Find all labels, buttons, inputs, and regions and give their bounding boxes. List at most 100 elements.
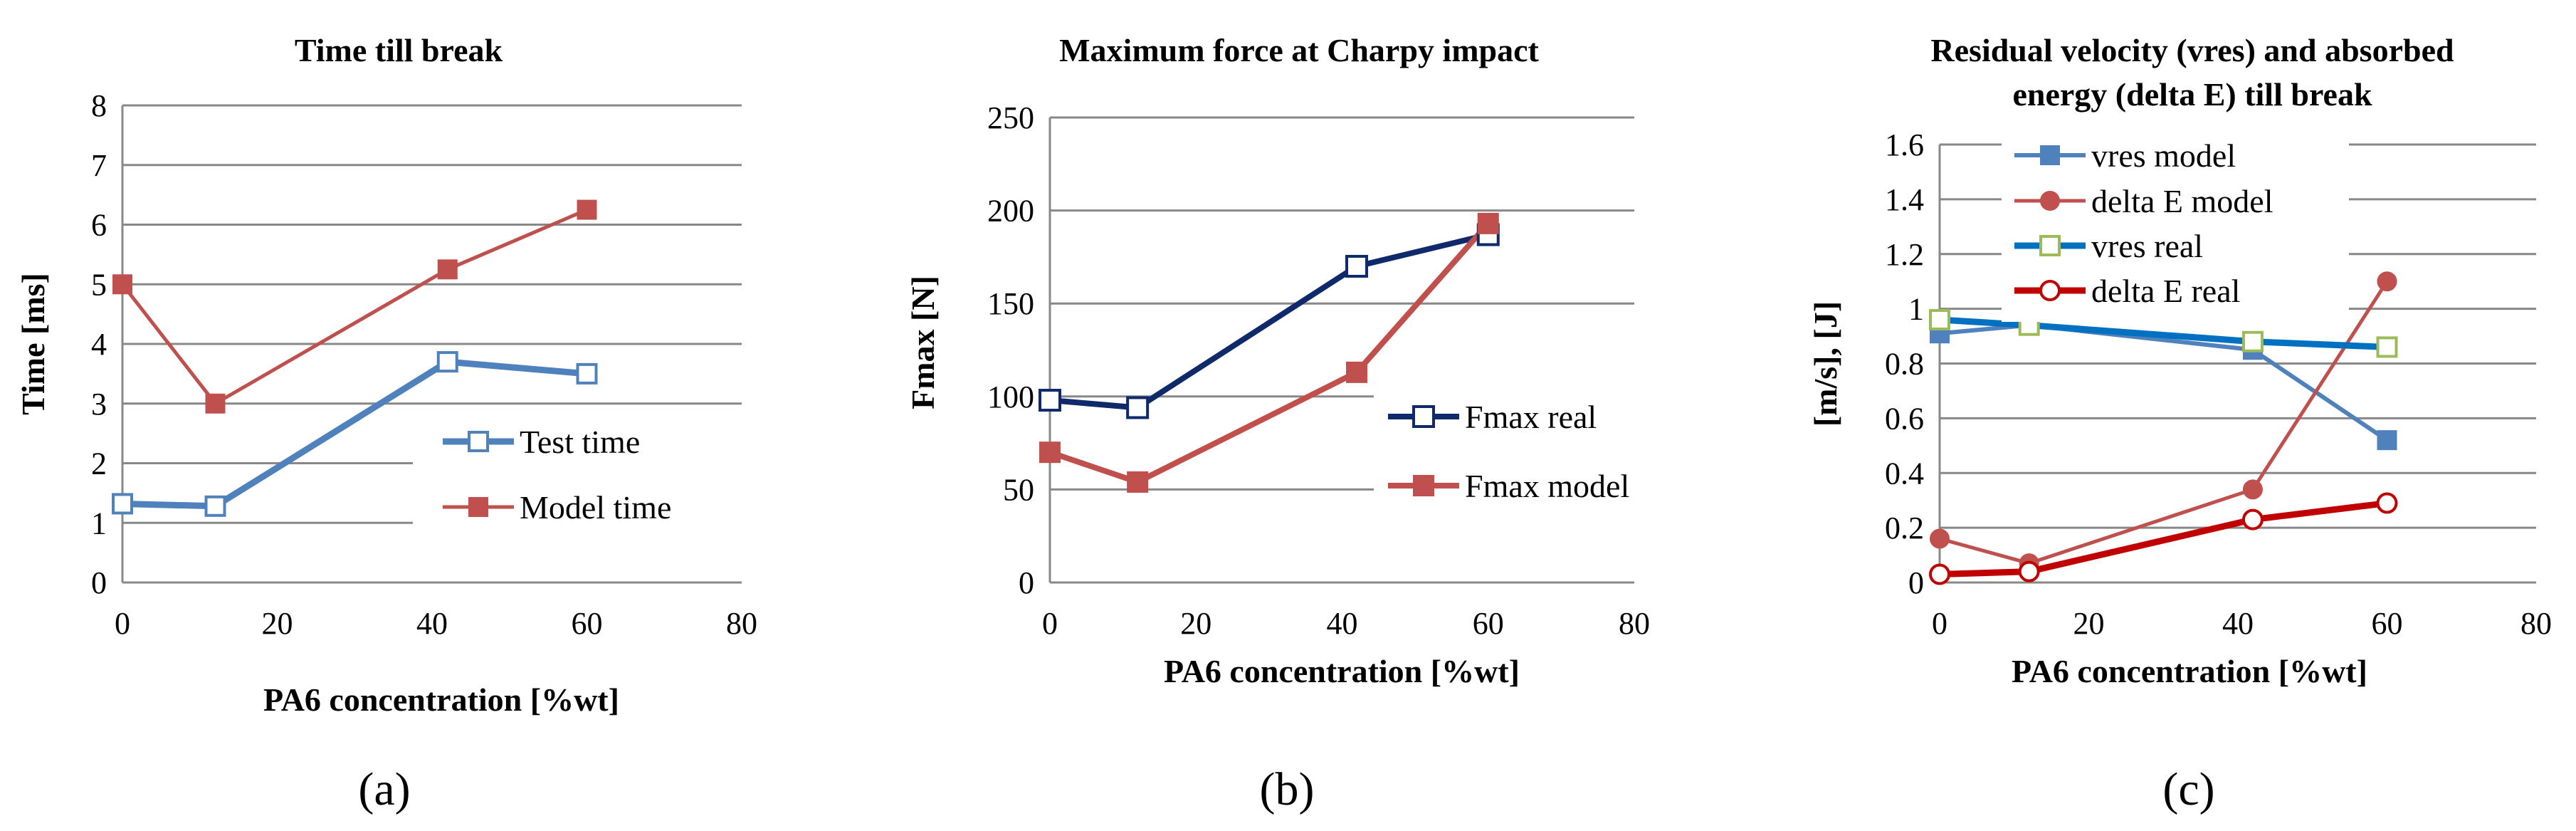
hollow-square-marker <box>1126 396 1150 419</box>
panel-label: (b) <box>1260 763 1315 815</box>
y-tick-label: 150 <box>987 286 1034 321</box>
hollow-circle-marker <box>2241 508 2264 531</box>
hollow-square-marker <box>2241 330 2264 352</box>
filled-square-marker <box>1413 475 1434 496</box>
hollow-circle-marker <box>2376 492 2398 514</box>
filled-square-marker <box>1039 441 1061 464</box>
y-tick-label: 200 <box>987 194 1034 229</box>
chart-panel-b: Maximum force at Charpy impact 0 50 100 150 2… <box>905 32 1673 815</box>
x-tick-label: 80 <box>2520 606 2552 641</box>
y-tick-label: 2 <box>91 446 107 481</box>
y-tick-label: 0 <box>91 565 107 600</box>
filled-circle-marker <box>2377 271 2397 292</box>
x-tick-label: 0 <box>1932 606 1947 641</box>
filled-square-marker <box>205 393 226 414</box>
x-tick-label: 40 <box>1327 606 1358 641</box>
series-line-model-time <box>121 208 588 406</box>
x-tick-label: 80 <box>1619 606 1650 641</box>
legend-label: delta E real <box>2091 273 2240 309</box>
series-line-fmax-real <box>1049 231 1489 411</box>
x-tick-label: 60 <box>2372 606 2403 641</box>
y-axis-label: Fmax [N] <box>905 276 941 409</box>
x-axis-label: PA6 concentration [%wt] <box>263 681 619 718</box>
hollow-square-marker <box>2376 336 2398 358</box>
chart-panel-c: Residual velocity (vres) and absorbed ene… <box>1807 32 2552 815</box>
x-tick-label: 60 <box>1473 606 1504 641</box>
x-axis-label: PA6 concentration [%wt] <box>1164 653 1520 689</box>
legend-label: Fmax real <box>1465 399 1597 435</box>
chart-title: energy (delta E) till break <box>2012 76 2372 113</box>
filled-square-marker <box>468 497 488 517</box>
legend-label: Test time <box>520 424 640 460</box>
hollow-square-marker <box>1039 389 1061 412</box>
y-tick-label: 0.2 <box>1885 511 1924 545</box>
y-tick-label: 1.2 <box>1885 237 1924 272</box>
legend-label: Fmax model <box>1465 468 1629 504</box>
filled-circle-marker <box>1930 528 1950 549</box>
filled-square-marker <box>2377 430 2397 451</box>
y-tick-label: 4 <box>91 327 107 362</box>
hollow-square-marker <box>1929 309 1950 330</box>
hollow-square-marker <box>576 362 598 385</box>
filled-square-marker <box>112 274 132 295</box>
filled-square-marker <box>1127 471 1149 493</box>
hollow-square-marker <box>2039 235 2061 256</box>
legend-label: Model time <box>520 489 671 526</box>
hollow-square-marker <box>468 431 489 452</box>
series-line-delta-e-real <box>1939 500 2388 577</box>
x-tick-label: 80 <box>726 606 757 641</box>
panel-label: (a) <box>358 763 410 815</box>
hollow-square-marker <box>1412 405 1435 428</box>
y-tick-label: 0.8 <box>1885 347 1924 382</box>
y-tick-label: 1.4 <box>1885 182 1924 217</box>
y-tick-label: 0.6 <box>1885 401 1924 436</box>
series-line-delta-e-model <box>1939 280 2389 565</box>
filled-square-marker <box>577 199 597 220</box>
hollow-square-marker <box>436 351 458 373</box>
series-line-vres-model <box>1939 323 2389 442</box>
legend-label: vres real <box>2091 228 2203 264</box>
legend-label: vres model <box>2091 137 2236 174</box>
x-tick-label: 20 <box>262 606 293 641</box>
y-tick-label: 1 <box>91 506 107 540</box>
y-axis-label: [m/s], [J] <box>1807 301 1844 427</box>
y-tick-label: 50 <box>1003 472 1034 507</box>
x-tick-label: 40 <box>2222 606 2254 641</box>
y-tick-label: 0 <box>1908 565 1924 600</box>
filled-circle-marker <box>2242 479 2263 500</box>
y-tick-label: 1 <box>1908 292 1924 327</box>
y-tick-label: 100 <box>987 380 1034 414</box>
hollow-square-marker <box>204 495 226 517</box>
filled-square-marker <box>437 259 458 280</box>
y-tick-label: 7 <box>91 148 107 183</box>
x-tick-label: 20 <box>2073 606 2105 641</box>
hollow-circle-marker <box>2039 280 2061 301</box>
chart-title: Residual velocity (vres) and absorbed <box>1930 32 2454 68</box>
y-tick-label: 1.6 <box>1885 127 1924 162</box>
y-tick-label: 6 <box>91 208 107 243</box>
y-tick-label: 250 <box>987 100 1034 135</box>
hollow-square-marker <box>1345 254 1369 278</box>
x-tick-label: 60 <box>572 606 603 641</box>
x-tick-label: 0 <box>115 606 130 641</box>
filled-square-marker <box>2040 145 2060 165</box>
filled-circle-marker <box>2040 191 2060 211</box>
x-axis-label: PA6 concentration [%wt] <box>2012 653 2367 689</box>
series-line-vres-real <box>1939 316 2387 350</box>
hollow-circle-marker <box>1929 563 1950 585</box>
y-tick-label: 0 <box>1019 565 1034 600</box>
x-tick-label: 0 <box>1042 606 1058 641</box>
filled-square-marker <box>1346 361 1368 383</box>
legend-label: delta E model <box>2091 183 2273 219</box>
hollow-square-marker <box>112 493 133 515</box>
x-tick-label: 20 <box>1180 606 1211 641</box>
y-tick-label: 0.4 <box>1885 456 1924 491</box>
y-axis-label: Time [ms] <box>15 273 51 415</box>
y-tick-label: 5 <box>91 267 107 302</box>
series-line-test-time <box>122 358 587 510</box>
chart-title: Maximum force at Charpy impact <box>1059 32 1539 68</box>
filled-square-marker <box>1477 212 1499 234</box>
y-tick-label: 3 <box>91 387 107 422</box>
